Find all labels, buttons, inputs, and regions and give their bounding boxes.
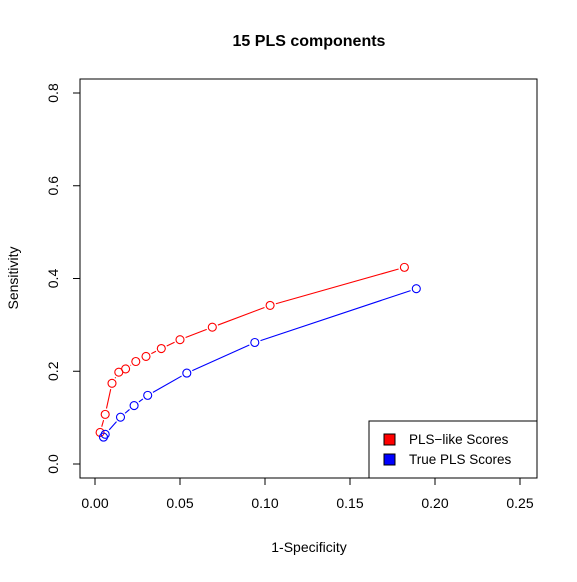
series-line-segment: [115, 377, 116, 378]
legend: PLS−like Scores True PLS Scores: [369, 421, 537, 478]
y-tick-label: 0.4: [45, 269, 61, 289]
chart-title: 15 PLS components: [233, 33, 386, 50]
legend-swatch-true-pls: [384, 454, 395, 465]
x-tick-label: 0.15: [336, 495, 363, 511]
y-tick-label: 0.6: [45, 176, 61, 196]
x-tick-label: 0.20: [421, 495, 448, 511]
x-axis-label: 1-Specificity: [271, 539, 346, 555]
x-tick-label: 0.00: [81, 495, 108, 511]
legend-label-true-pls: True PLS Scores: [409, 452, 512, 467]
legend-box: [369, 421, 537, 478]
x-tick-label: 0.25: [506, 495, 533, 511]
y-tick-label: 0.2: [45, 361, 61, 381]
legend-label-pls-like: PLS−like Scores: [409, 432, 509, 447]
y-tick-label: 0.8: [45, 83, 61, 103]
y-axis-label: Sensitivity: [5, 246, 21, 309]
y-tick-label: 0.0: [45, 454, 61, 474]
legend-swatch-pls-like: [384, 434, 395, 445]
x-tick-label: 0.10: [251, 495, 278, 511]
x-tick-label: 0.05: [166, 495, 193, 511]
